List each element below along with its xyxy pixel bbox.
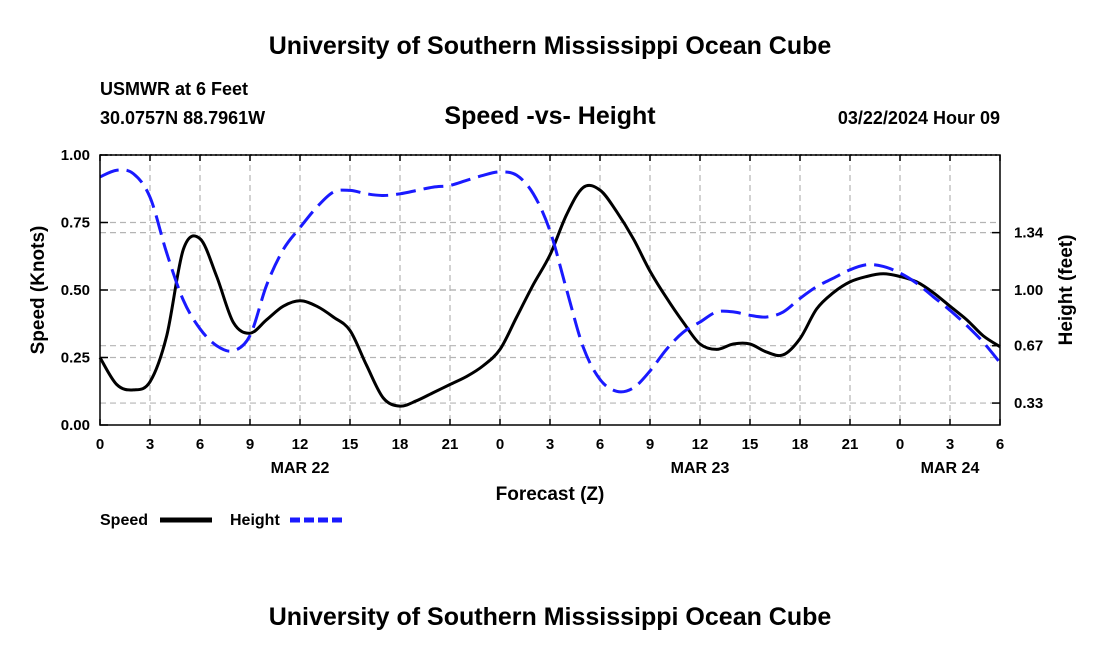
series-line-height [99,168,1002,394]
y-tick-label: 0.50 [61,282,90,299]
datetime-label: 03/22/2024 Hour 09 [838,108,1000,128]
x-tick-label: 6 [996,436,1004,453]
series-line-speed [98,183,1001,408]
x-tick-label: 0 [96,436,104,453]
x-tick-label: 21 [442,436,459,453]
legend-speed-label: Speed [100,512,148,529]
y2-axis-label: Height (feet) [1056,235,1077,346]
x-tick-label: 9 [646,436,654,453]
x-tick-label: 6 [596,436,604,453]
legend-height-label: Height [230,512,280,529]
title-top: University of Southern Mississippi Ocean… [269,32,832,60]
x-tick-label: 15 [742,436,759,453]
x-tick-label: 3 [946,436,954,453]
x-tick-label: 12 [292,436,309,453]
x-tick-label: 3 [146,436,154,453]
date-label: MAR 22 [271,460,330,477]
series-layer [98,168,1002,408]
x-tick-label: 12 [692,436,709,453]
y-axis-label: Speed (Knots) [28,226,49,355]
x-tick-label: 0 [896,436,904,453]
date-label: MAR 24 [921,460,980,477]
x-tick-label: 6 [196,436,204,453]
legend: Speed Height [100,512,342,529]
y2-tick-label: 1.34 [1014,225,1044,242]
coords-label: 30.0757N 88.7961W [100,108,265,128]
grid [100,155,1000,425]
x-tick-label: 3 [546,436,554,453]
y-tick-label: 0.25 [61,350,90,367]
y2-tick-label: 0.67 [1014,338,1043,355]
y-tick-label: 1.00 [61,147,90,164]
x-tick-label: 0 [496,436,504,453]
x-axis-label: Forecast (Z) [496,484,605,505]
y2-tick-label: 0.33 [1014,395,1043,412]
x-tick-label: 9 [246,436,254,453]
axis-ticks: 0 3 6 9 12 15 18 21 0 3 6 9 12 15 18 21 0 3 6 MAR 22 MAR 23 M… [61,147,1044,477]
y-tick-label: 0.75 [61,215,90,232]
x-tick-label: 18 [792,436,809,453]
x-tick-label: 18 [392,436,409,453]
station-label: USMWR at 6 Feet [100,79,248,99]
date-label: MAR 23 [671,460,730,477]
title-bottom: University of Southern Mississippi Ocean… [269,603,832,631]
chart-title: Speed -vs- Height [444,102,656,130]
y-tick-label: 0.00 [61,417,90,434]
x-tick-label: 15 [342,436,359,453]
x-tick-label: 21 [842,436,859,453]
y2-tick-label: 1.00 [1014,282,1043,299]
